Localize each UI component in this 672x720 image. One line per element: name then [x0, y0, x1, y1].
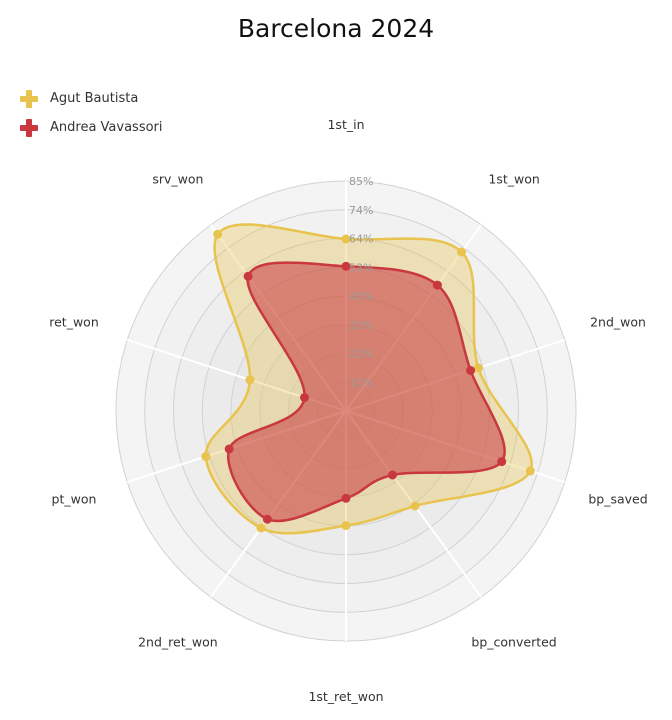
axis-label: 2nd_ret_won — [138, 634, 218, 649]
data-point — [262, 514, 272, 524]
data-point — [432, 280, 442, 290]
data-point — [525, 466, 535, 476]
axis-label: bp_converted — [471, 634, 556, 649]
legend-item-andrea-vavassori[interactable]: Andrea Vavassori — [20, 113, 163, 142]
data-point — [245, 375, 255, 385]
tick-label: 43% — [349, 290, 373, 303]
legend: Agut Bautista Andrea Vavassori — [20, 84, 163, 142]
legend-swatch-icon — [20, 89, 38, 108]
data-point — [473, 363, 483, 373]
chart-title: Barcelona 2024 — [237, 14, 435, 43]
axis-label: 1st_won — [488, 172, 539, 187]
axis-label: bp_saved — [588, 491, 647, 506]
series-andrea-vavassori — [224, 261, 507, 524]
tick-label: 11% — [349, 376, 373, 389]
data-point — [300, 393, 309, 402]
legend-item-agut-bautista[interactable]: Agut Bautista — [20, 84, 163, 113]
axis-labels: 1st_in 1st_won 2nd_won bp_saved bp_converted… — [49, 117, 647, 704]
data-point — [410, 501, 420, 511]
data-point — [341, 261, 351, 271]
tick-label: 74% — [349, 204, 373, 217]
data-point — [256, 523, 266, 533]
data-point — [341, 521, 351, 531]
data-point — [341, 234, 351, 244]
data-point — [201, 452, 211, 461]
legend-label: Andrea Vavassori — [50, 120, 163, 135]
radar-series — [201, 223, 535, 535]
data-point — [224, 444, 234, 454]
tick-label: 32% — [349, 319, 373, 332]
data-point — [388, 470, 397, 480]
data-point — [457, 247, 466, 257]
tick-label: 53% — [349, 261, 373, 274]
axis-label: 2nd_won — [590, 315, 646, 330]
legend-label: Agut Bautista — [50, 91, 139, 106]
data-point — [497, 457, 507, 467]
axis-label: 1st_in — [327, 117, 364, 132]
data-point — [213, 229, 223, 239]
tick-label: 85% — [349, 175, 373, 188]
axis-label: srv_won — [152, 172, 203, 187]
tick-label: 22% — [349, 348, 373, 361]
axis-label: ret_won — [49, 315, 99, 330]
legend-swatch-icon — [20, 118, 38, 137]
axis-label: 1st_ret_won — [308, 689, 383, 704]
tick-labels: 11% 22% 32% 43% 53% 64% 74% 85% — [349, 175, 373, 389]
tick-label: 64% — [349, 233, 373, 246]
data-point — [341, 493, 351, 503]
data-point — [466, 366, 476, 375]
data-point — [243, 271, 253, 281]
axis-label: pt_won — [52, 491, 97, 506]
series-area — [226, 261, 506, 523]
